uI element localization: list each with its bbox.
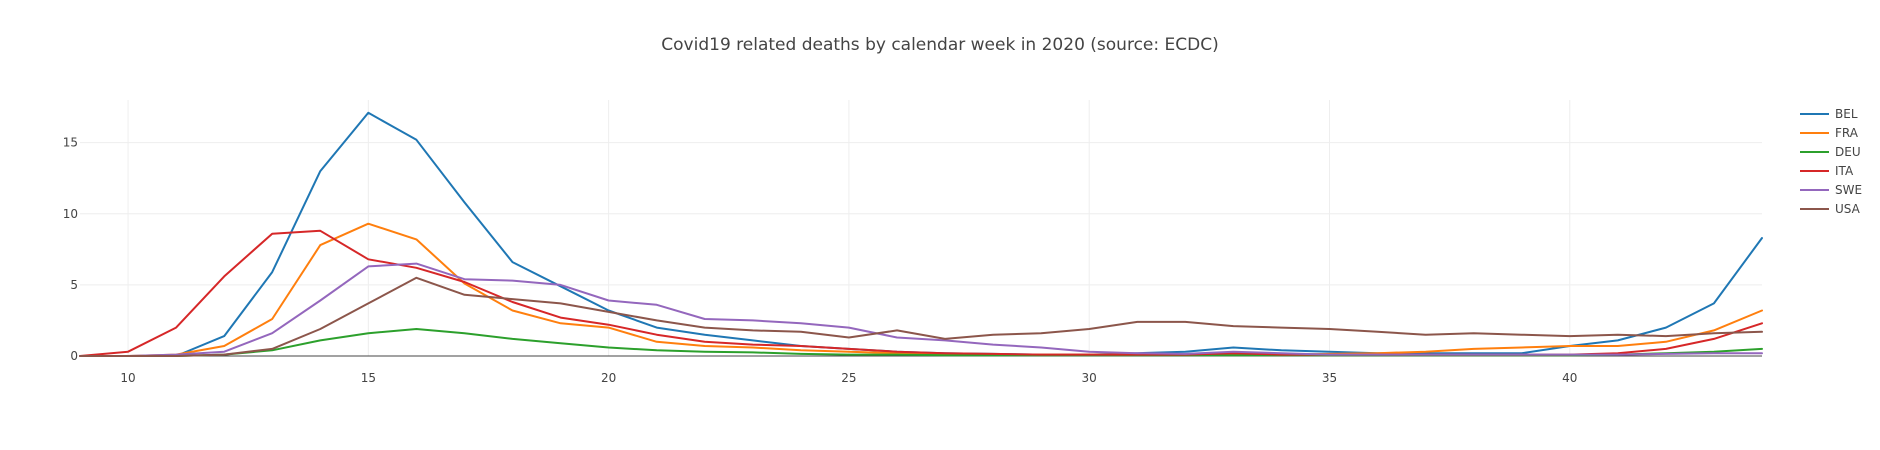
legend-item-usa[interactable]: USA (1800, 202, 1861, 216)
legend-label: ITA (1835, 164, 1854, 178)
series-line-bel (79, 111, 1763, 357)
legend-item-deu[interactable]: DEU (1800, 145, 1861, 159)
x-tick-label: 35 (1322, 371, 1337, 385)
series-lines (79, 111, 1763, 357)
x-tick-label: 40 (1562, 371, 1577, 385)
series-line-ita (79, 229, 1763, 357)
series-line-fra (79, 222, 1763, 357)
series-line-usa (79, 276, 1763, 357)
legend-label: USA (1835, 202, 1861, 216)
x-tick-label: 15 (361, 371, 376, 385)
series-line-swe (79, 262, 1763, 357)
legend-label: SWE (1835, 183, 1862, 197)
legend-item-bel[interactable]: BEL (1800, 107, 1858, 121)
legend: BEL FRA DEU ITA SWE USA (1800, 107, 1862, 216)
y-tick-label: 5 (70, 278, 78, 292)
legend-item-ita[interactable]: ITA (1800, 164, 1854, 178)
legend-label: DEU (1835, 145, 1861, 159)
x-tick-label: 25 (841, 371, 856, 385)
legend-item-fra[interactable]: FRA (1800, 126, 1859, 140)
chart-title: Covid19 related deaths by calendar week … (661, 35, 1218, 55)
legend-label: FRA (1835, 126, 1859, 140)
y-tick-label: 15 (63, 136, 78, 150)
x-tick-label: 10 (120, 371, 135, 385)
x-tick-label: 20 (601, 371, 616, 385)
y-tick-label: 10 (63, 207, 78, 221)
y-tick-label: 0 (70, 349, 78, 363)
legend-label: BEL (1835, 107, 1858, 121)
grid (80, 100, 1762, 356)
legend-item-swe[interactable]: SWE (1800, 183, 1862, 197)
x-tick-label: 30 (1082, 371, 1097, 385)
